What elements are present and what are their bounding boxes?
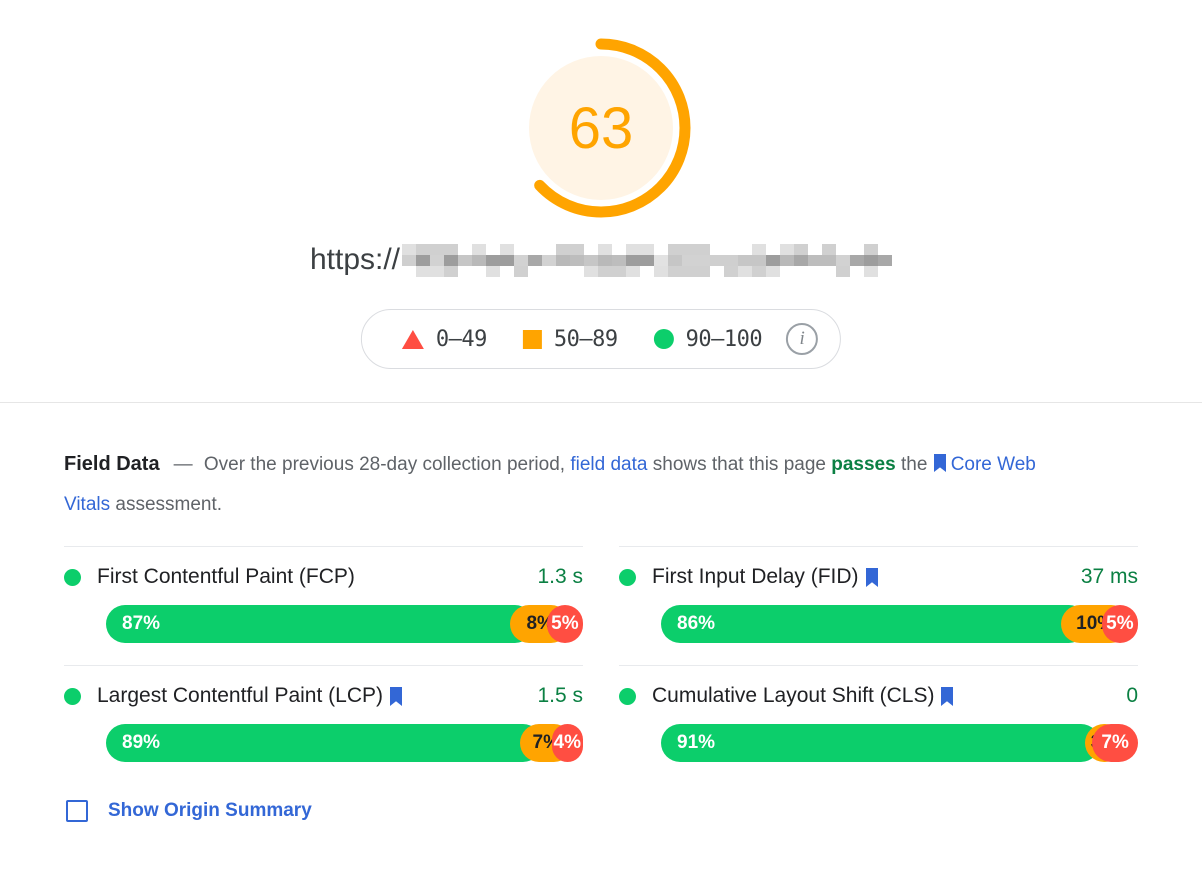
metric-status-dot <box>64 568 81 586</box>
legend-label-poor: 0–49 <box>435 326 487 352</box>
metric-value: 1.5 s <box>537 684 583 707</box>
info-icon[interactable]: i <box>786 323 819 355</box>
distribution-segment-poor: 5% <box>546 605 583 643</box>
legend-item-good[interactable]: 90–100 <box>636 327 780 352</box>
bookmark-icon <box>940 686 954 706</box>
em-dash: — <box>173 454 193 475</box>
field-data-description: Field Data — Over the previous 28-day col… <box>64 445 1064 524</box>
bookmark-icon <box>933 448 947 486</box>
metric-header: Cumulative Layout Shift (CLS) 0 <box>619 684 1138 708</box>
metrics-grid: First Contentful Paint (FCP) 1.3 s 87% 8% 5%… <box>64 546 1138 784</box>
legend-label-average: 50–89 <box>553 326 618 352</box>
metric-distribution-bar: 86% 10% 5% <box>661 605 1138 643</box>
distribution-segment-good: 91% <box>661 724 1101 762</box>
distribution-segment-good: 86% <box>661 605 1088 643</box>
distribution-segment-poor: 5% <box>1101 605 1138 643</box>
page-url: https:// <box>0 243 1202 277</box>
distribution-segment-good: 89% <box>106 724 543 762</box>
circle-icon <box>653 329 674 349</box>
metric-header: Largest Contentful Paint (LCP) 1.5 s <box>64 684 583 708</box>
field-data-title: Field Data <box>64 453 160 475</box>
report-header: 63 https:// 0–49 50–89 90–100 i <box>0 0 1202 403</box>
metric-header: First Contentful Paint (FCP) 1.3 s <box>64 565 583 589</box>
field-data-link[interactable]: field data <box>570 454 648 475</box>
metric-distribution-bar: 87% 8% 5% <box>106 605 583 643</box>
legend-item-poor[interactable]: 0–49 <box>384 327 505 352</box>
assessment-result: passes <box>831 454 896 475</box>
metric-status-dot <box>619 687 636 705</box>
desc-part-3: the <box>900 454 928 475</box>
field-data-section: Field Data — Over the previous 28-day col… <box>0 403 1202 822</box>
metric-header: First Input Delay (FID) 37 ms <box>619 565 1138 589</box>
triangle-icon <box>401 329 424 349</box>
metric-row: First Input Delay (FID) 37 ms 86% 10% 5% <box>619 546 1138 665</box>
metric-value: 37 ms <box>1080 565 1138 588</box>
distribution-segment-good: 87% <box>106 605 535 643</box>
url-scheme: https:// <box>309 243 401 276</box>
show-origin-summary-toggle[interactable]: Show Origin Summary <box>64 800 364 822</box>
score-legend: 0–49 50–89 90–100 i <box>360 309 842 369</box>
distribution-segment-poor: 7% <box>1092 724 1138 762</box>
metric-status-dot <box>64 687 81 705</box>
metric-row: Largest Contentful Paint (LCP) 1.5 s 89% 7%… <box>64 665 583 784</box>
desc-part-2: shows that this page <box>652 454 826 475</box>
origin-summary-checkbox[interactable] <box>66 800 88 822</box>
legend-label-good: 90–100 <box>685 326 763 352</box>
metric-row: Cumulative Layout Shift (CLS) 0 91%3%7% <box>619 665 1138 784</box>
score-value: 63 <box>568 95 634 161</box>
score-gauge-container: 63 <box>0 36 1202 220</box>
core-web-vitals-link[interactable]: Core Web Vitals <box>64 454 1036 515</box>
metric-distribution-bar: 89% 7% 4% <box>106 724 583 762</box>
metric-name: Largest Contentful Paint (LCP) <box>97 684 383 707</box>
bookmark-icon <box>865 567 879 587</box>
metric-distribution-bar: 91%3%7% <box>661 724 1138 762</box>
metric-name: First Contentful Paint (FCP) <box>97 565 355 588</box>
metric-status-dot <box>619 568 636 586</box>
distribution-segment-poor: 4% <box>551 724 583 762</box>
gauge-background-circle <box>529 56 673 200</box>
metric-name: Cumulative Layout Shift (CLS) <box>652 684 935 707</box>
gauge-svg <box>511 38 691 218</box>
metric-row: First Contentful Paint (FCP) 1.3 s 87% 8% 5% <box>64 546 583 665</box>
performance-score-gauge: 63 <box>509 36 693 220</box>
origin-summary-label: Show Origin Summary <box>108 800 312 821</box>
gauge-progress-arc <box>511 38 691 218</box>
square-icon <box>522 329 542 349</box>
bookmark-icon <box>389 686 403 706</box>
legend-item-average[interactable]: 50–89 <box>505 327 636 352</box>
url-redacted-block <box>402 243 893 277</box>
metric-name: First Input Delay (FID) <box>652 565 859 588</box>
desc-part-4: assessment. <box>115 494 223 515</box>
desc-part-1: Over the previous 28-day collection peri… <box>203 454 566 475</box>
metric-value: 0 <box>1126 684 1138 707</box>
metric-value: 1.3 s <box>537 565 583 588</box>
